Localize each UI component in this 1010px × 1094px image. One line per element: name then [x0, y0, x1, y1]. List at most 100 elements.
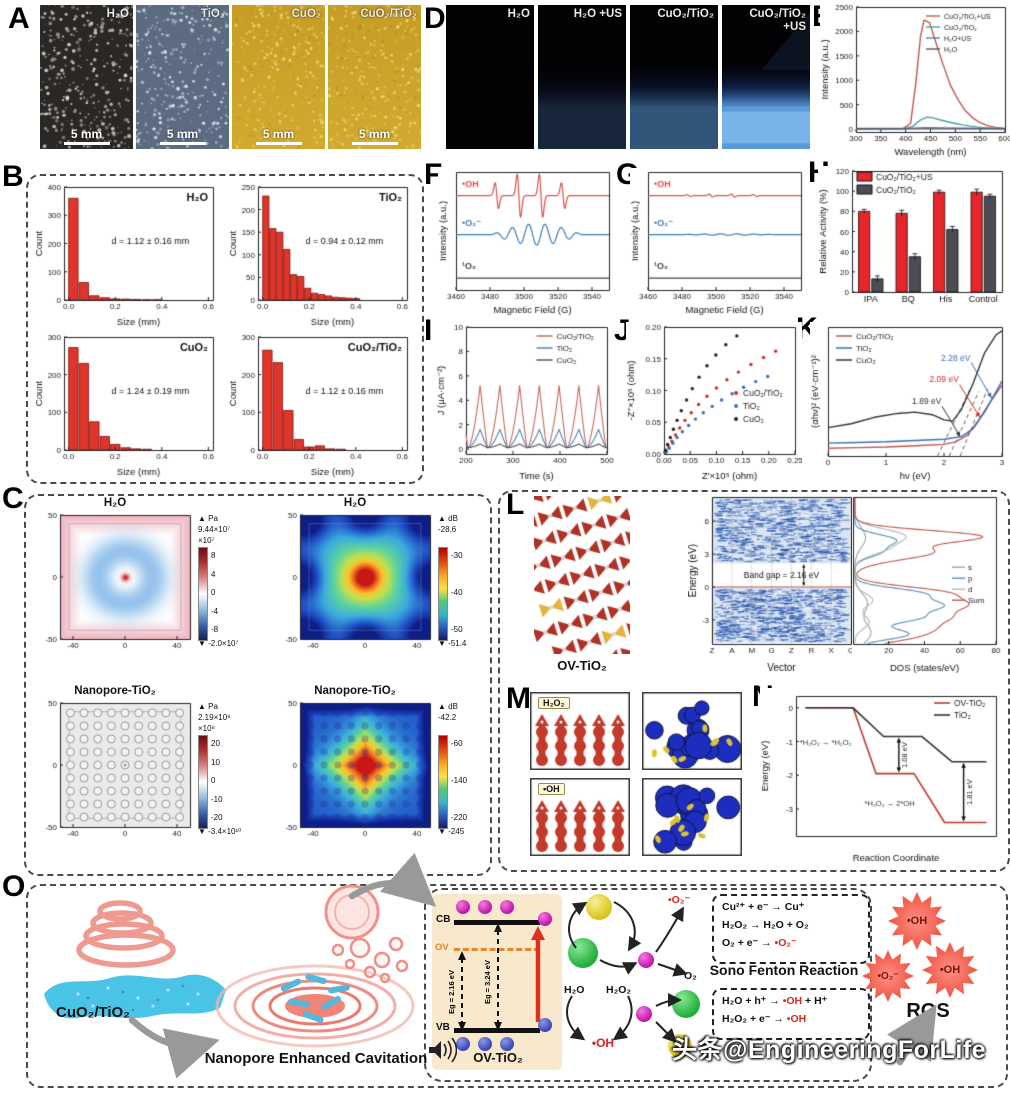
svg-text:Eg = 3.24 eV: Eg = 3.24 eV	[483, 960, 492, 1004]
c-title-2: H₂O	[343, 497, 367, 509]
panel-a-label: A	[8, 2, 30, 35]
photo-label: CuO₂/TiO₂ +US	[749, 8, 806, 34]
ultrasound-icon	[429, 1037, 457, 1063]
vb-label: VB	[436, 1022, 450, 1033]
oh-radical-text: •OH	[591, 1036, 615, 1050]
photo-tio2: TiO₂ 5 mm	[136, 5, 229, 149]
c-title-3: Nanopore-TiO₂	[74, 685, 156, 697]
db-map-h2o	[276, 512, 434, 658]
o2-radical-text: •O₂⁻	[668, 894, 691, 906]
nanosheet-illustration	[44, 974, 226, 1019]
electron	[478, 900, 492, 914]
tauc-chart	[810, 322, 1008, 482]
electron	[456, 900, 470, 914]
epr-no-us-chart	[630, 168, 806, 316]
photo-d-cuo2tio2: CuO₂/TiO₂	[630, 5, 718, 149]
dft-oh-charge	[642, 778, 742, 856]
sono-fenton-title: Sono Fenton Reaction	[709, 962, 859, 978]
photo-d-cuo2tio2-image	[630, 5, 718, 149]
material-label: CuO₂/TiO₂	[56, 1004, 130, 1021]
ov-label: OV	[435, 942, 449, 953]
hole-dot	[636, 1006, 652, 1022]
cavitation-caption: Nanopore Enhanced Cavitation	[204, 1050, 428, 1067]
scale-bar: 5 mm	[136, 127, 229, 145]
db-map-nanopore	[276, 700, 434, 846]
hole	[456, 1037, 470, 1051]
photo-d-h2o-us: H₂O +US	[538, 5, 626, 149]
electron-dot	[638, 952, 654, 968]
hole	[538, 1018, 552, 1032]
panel-o-label: O	[2, 870, 26, 903]
dos-chart	[852, 494, 1004, 674]
reaction-line: O₂ + e⁻ → •O₂⁻	[722, 937, 797, 949]
colorbar-pa-nanopore: ▲ Pa 2.19×10⁸ ×10⁸ 20 10 0 -10 -20 ▼ -3.4×10…	[198, 702, 242, 836]
photo-d-h2o-us-image	[538, 5, 626, 149]
o2-radical-sphere	[586, 894, 612, 920]
svg-text:Eg = 2.16 eV: Eg = 2.16 eV	[447, 970, 456, 1014]
badge-h2o2: H₂O₂	[538, 697, 570, 709]
crystal-structure-image	[534, 496, 630, 654]
photo-d-h2o-image	[446, 5, 534, 149]
ov-tio2-caption: OV-TiO₂	[473, 1050, 523, 1065]
reaction-line: H₂O + h⁺ → •OH + H⁺	[722, 995, 828, 1007]
photo-cuo2: CuO₂ 5 mm	[232, 5, 325, 149]
photo-cuo2tio2-image	[328, 5, 421, 149]
reaction-line: H₂O₂ → H₂O + O₂	[722, 919, 809, 931]
photo-cuo2tio2: CuO₂/TiO₂ 5 mm	[328, 5, 421, 149]
electron	[538, 912, 552, 926]
epr-with-us-chart	[438, 168, 614, 316]
photo-label: H₂O	[507, 8, 530, 20]
scavenger-bar-chart	[818, 166, 1008, 316]
panel-c-label: C	[2, 482, 24, 515]
photo-label: H₂O +US	[573, 8, 622, 20]
scale-bar: 5 mm	[40, 127, 133, 145]
panel-d-label: D	[424, 2, 446, 35]
band-diagram-arrows: Eg = 2.16 eV Eg = 3.24 eV	[447, 923, 545, 1031]
watermark: 头条@EngineeringForLife	[672, 1036, 987, 1064]
nyquist-chart	[626, 322, 802, 482]
panel-f-label: F	[424, 158, 443, 191]
photo-h2o-image	[40, 5, 133, 149]
panel-c-box	[24, 494, 492, 876]
histogram-cuo2tio2	[228, 330, 414, 478]
colorbar-pa-h2o: ▲ Pa 9.44×10⁷ ×10⁷ 8 4 0 -4 -8 ▼ -2.0×10⁷	[198, 514, 239, 648]
photo-h2o: H₂O 5 mm	[40, 5, 133, 149]
photo-label: H₂O	[106, 8, 129, 20]
photo-label: TiO₂	[200, 8, 225, 20]
pressure-map-nanopore	[36, 700, 194, 846]
photo-cuo2-image	[232, 5, 325, 149]
band-structure-chart	[688, 494, 852, 674]
panel-b-box	[26, 174, 424, 484]
reaction-line: H₂O₂ + e⁻ → •OH	[722, 1013, 807, 1025]
dft-h2o2-charge	[642, 692, 742, 770]
photo-label: CuO₂/TiO₂	[360, 8, 417, 20]
vb-bar	[454, 1028, 540, 1033]
panel-m-label: M	[506, 682, 531, 715]
hole	[500, 1037, 514, 1051]
photo-tio2-image	[136, 5, 229, 149]
panel-o-box	[26, 884, 1008, 1088]
h2o2-text: H₂O₂	[606, 984, 632, 996]
photo-label: CuO₂/TiO₂	[657, 8, 714, 20]
h2o-text: H₂O	[564, 984, 585, 996]
cb-label: CB	[436, 914, 451, 925]
badge-oh: •OH	[538, 783, 565, 795]
photo-d-h2o: H₂O	[446, 5, 534, 149]
crystal-caption: OV-TiO₂	[557, 658, 607, 673]
c-title-1: H₂O	[103, 497, 127, 509]
reaction-energy-chart	[760, 688, 1004, 864]
histogram-h2o	[34, 180, 220, 328]
photo-d-cuo2tio2-us-image	[722, 5, 810, 149]
histogram-cuo2	[34, 330, 220, 478]
scale-bar: 5 mm	[232, 127, 325, 145]
fenton-reactions-box: Cu²⁺ + e⁻ → Cu⁺ H₂O₂ → H₂O + O₂ O₂ + e⁻ …	[712, 894, 870, 964]
c-title-4: Nanopore-TiO₂	[314, 685, 396, 697]
cavitation-illustration	[215, 936, 415, 1048]
panel-lmn-box	[498, 490, 1010, 872]
colorbar-db-nanopore: ▲ dB -42.2 -60 -140 -220 ▼ -245	[438, 702, 468, 836]
reaction-line: Cu²⁺ + e⁻ → Cu⁺	[722, 901, 805, 913]
panel-i-label: I	[424, 314, 433, 347]
pressure-map-h2o	[36, 512, 194, 658]
pl-spectrum-chart	[820, 2, 1010, 158]
